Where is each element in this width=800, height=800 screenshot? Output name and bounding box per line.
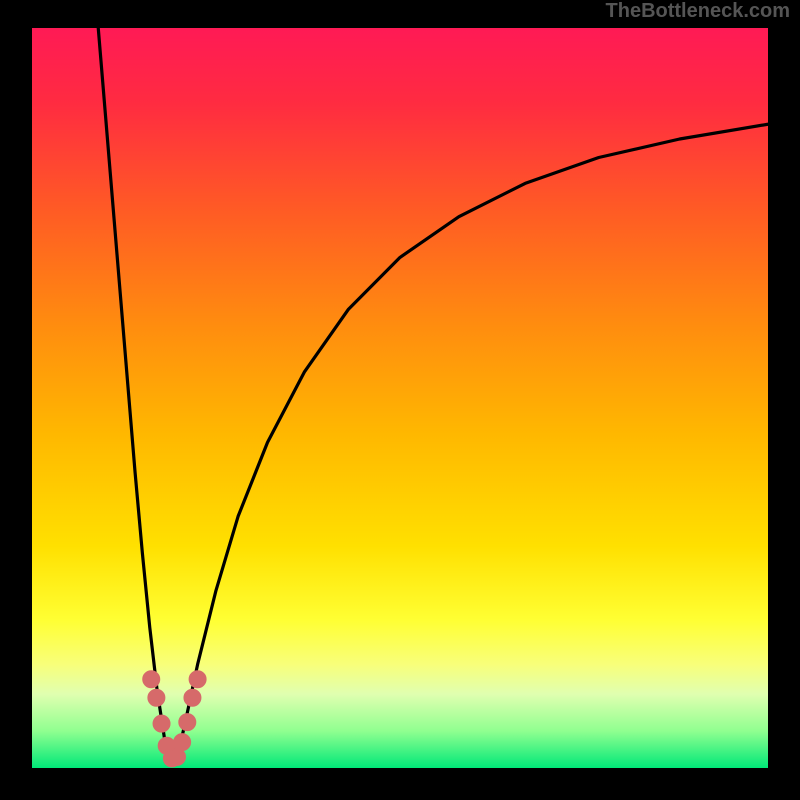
sweet-spot-marker	[148, 689, 165, 706]
sweet-spot-marker	[184, 689, 201, 706]
sweet-spot-marker	[189, 671, 206, 688]
sweet-spot-marker	[174, 734, 191, 751]
figure-root: TheBottleneck.com	[0, 0, 800, 800]
watermark-text: TheBottleneck.com	[606, 0, 790, 23]
sweet-spot-marker	[153, 715, 170, 732]
sweet-spot-marker	[143, 671, 160, 688]
chart-svg	[0, 0, 800, 800]
plot-background	[32, 28, 768, 768]
sweet-spot-marker	[179, 714, 196, 731]
